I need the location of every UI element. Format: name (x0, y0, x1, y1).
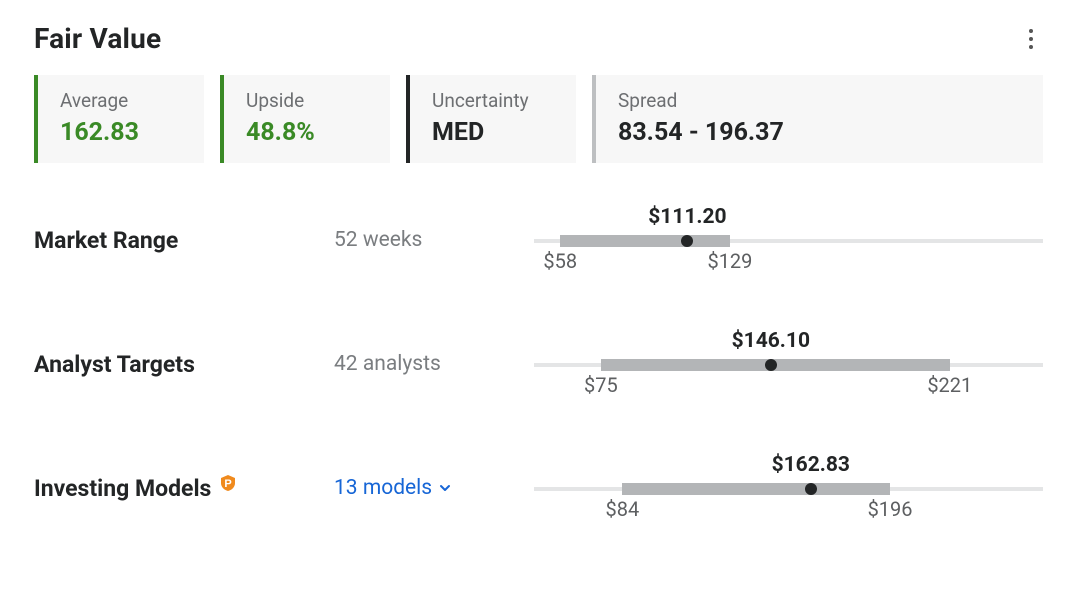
card-label: Upside (246, 89, 368, 112)
summary-card: Spread 83.54 - 196.37 (592, 75, 1043, 163)
range-slider: $162.83 $84 $196 (534, 453, 1043, 523)
range-band (560, 235, 730, 247)
premium-badge-icon: P (219, 474, 237, 492)
row-sub-link[interactable]: 13 models (334, 476, 534, 500)
range-point (765, 359, 777, 371)
range-rows: Market Range52 weeks $111.20 $58 $129 Analys… (34, 205, 1043, 523)
card-value: 83.54 - 196.37 (618, 118, 1021, 147)
range-point-label: $111.20 (648, 205, 726, 229)
row-sub: 52 weeks (334, 228, 534, 252)
range-max-label: $196 (868, 497, 913, 521)
range-slider: $111.20 $58 $129 (534, 205, 1043, 275)
card-label: Uncertainty (432, 89, 554, 112)
range-max-label: $221 (927, 373, 972, 397)
summary-card: Average 162.83 (34, 75, 204, 163)
row-label: Investing ModelsP (34, 475, 334, 502)
range-band (622, 483, 890, 495)
chevron-down-icon (438, 481, 452, 495)
summary-card: Upside 48.8% (220, 75, 390, 163)
panel-title: Fair Value (34, 22, 161, 55)
range-min-label: $58 (543, 249, 577, 273)
range-point (681, 235, 693, 247)
card-value: 162.83 (60, 118, 182, 147)
card-value: MED (432, 118, 554, 147)
range-row: Market Range52 weeks $111.20 $58 $129 (34, 205, 1043, 275)
card-label: Average (60, 89, 182, 112)
range-point (805, 483, 817, 495)
row-label: Market Range (34, 227, 334, 254)
panel-header: Fair Value (34, 22, 1043, 55)
summary-card: Uncertainty MED (406, 75, 576, 163)
range-max-label: $129 (707, 249, 752, 273)
card-label: Spread (618, 89, 1021, 112)
range-row: Analyst Targets42 analysts $146.10 $75 $221 (34, 329, 1043, 399)
fair-value-panel: Fair Value Average 162.83 Upside 48.8% Uncer… (0, 0, 1077, 611)
range-slider: $146.10 $75 $221 (534, 329, 1043, 399)
range-min-label: $84 (606, 497, 640, 521)
range-point-label: $146.10 (732, 329, 810, 353)
summary-cards: Average 162.83 Upside 48.8% Uncertainty MED Sp… (34, 75, 1043, 163)
svg-text:P: P (225, 478, 232, 490)
card-value: 48.8% (246, 118, 368, 147)
row-label: Analyst Targets (34, 351, 334, 378)
range-min-label: $75 (584, 373, 618, 397)
more-options-icon[interactable] (1019, 27, 1043, 51)
range-point-label: $162.83 (772, 453, 850, 477)
row-sub: 42 analysts (334, 352, 534, 376)
range-row: Investing ModelsP13 models $162.83 $84 $196 (34, 453, 1043, 523)
